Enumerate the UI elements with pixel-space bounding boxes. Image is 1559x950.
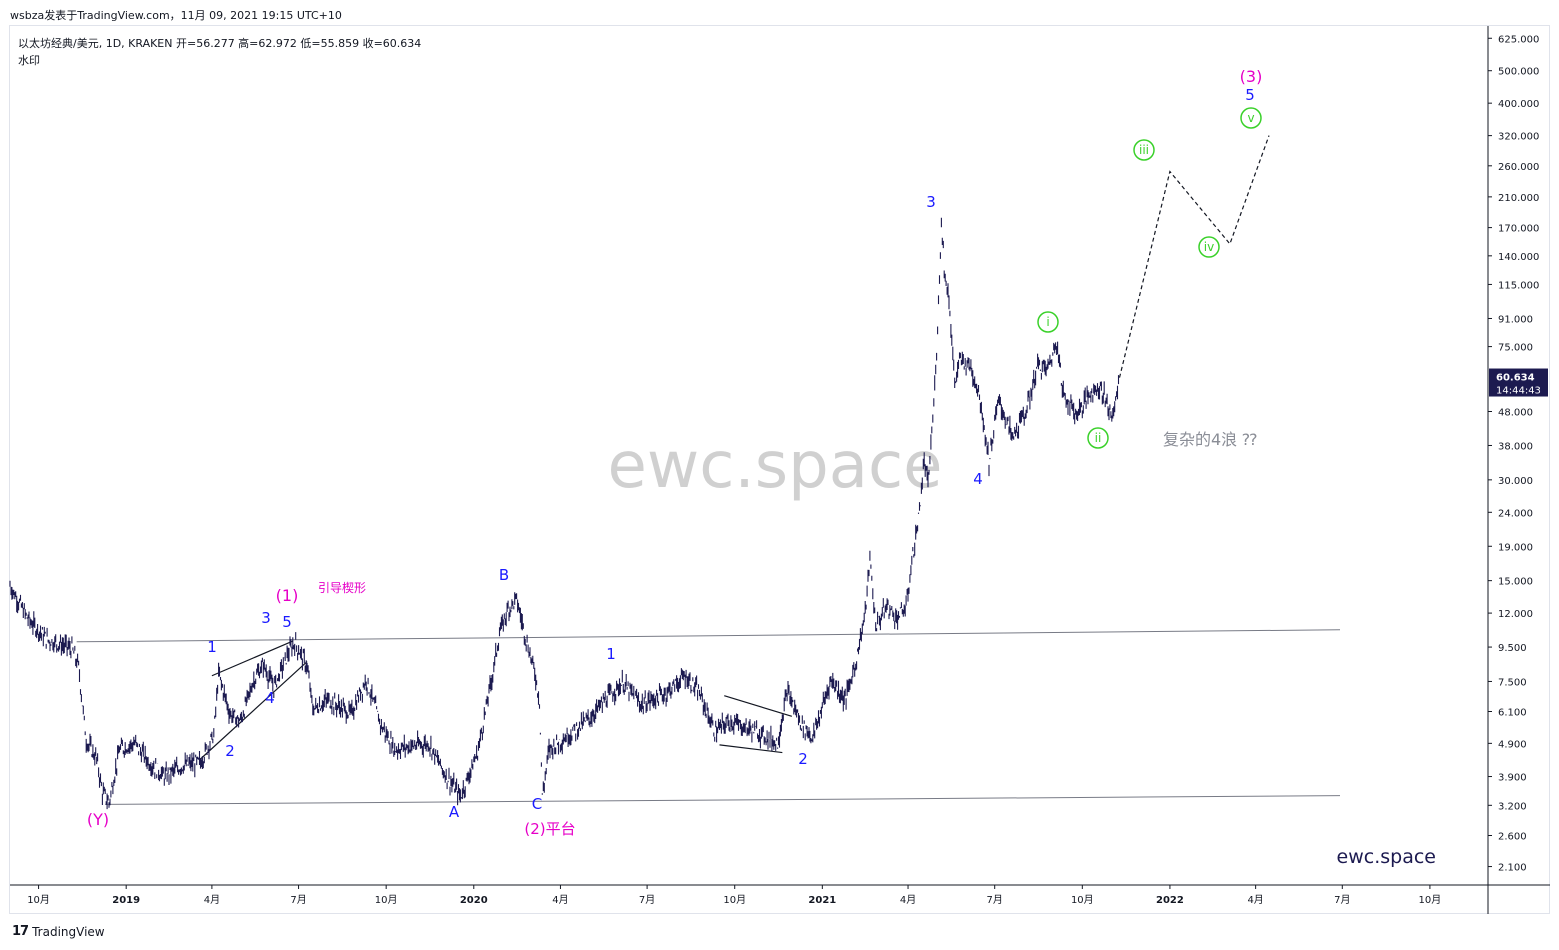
y-tick-label: 12.000	[1498, 609, 1533, 620]
tradingview-brand[interactable]: TradingView	[32, 924, 105, 939]
x-tick-label: 4月	[1247, 894, 1263, 906]
y-tick-label: 91.000	[1498, 314, 1533, 325]
x-tick-label: 2020	[460, 895, 488, 906]
publish-line: wsbza发表于TradingView.com，11月 09, 2021 19:…	[10, 9, 342, 22]
wedge-lower-line	[200, 661, 308, 760]
blue-wave-label: 1	[207, 638, 217, 656]
tradingview-logo-icon[interactable]: 17	[12, 924, 29, 939]
y-tick-label: 2.600	[1498, 832, 1527, 843]
x-tick-label: 7月	[1334, 894, 1350, 906]
watermark-indicator-label[interactable]: 水印	[18, 54, 40, 67]
magenta-wave-label: 引导楔形	[318, 581, 366, 595]
blue-wave-label: 5	[282, 613, 292, 631]
y-tick-label: 75.000	[1498, 343, 1533, 354]
magenta-wave-label: (3)	[1240, 67, 1263, 86]
lower-channel-line	[105, 795, 1341, 805]
green-wave-circle	[1198, 236, 1220, 258]
y-tick-label: 19.000	[1498, 542, 1533, 553]
y-tick-label: 320.000	[1498, 132, 1539, 143]
countdown-label: 14:44:43	[1496, 386, 1541, 397]
blue-wave-label: 2	[225, 742, 235, 760]
y-tick-label: 500.000	[1498, 67, 1539, 78]
blue-wave-label: 1	[606, 645, 616, 663]
y-tick-label: 170.000	[1498, 224, 1539, 235]
x-tick-label: 4月	[900, 894, 916, 906]
x-tick-label: 2019	[112, 895, 140, 906]
last-price-label: 60.634	[1496, 373, 1535, 384]
green-wave-circle	[1087, 427, 1109, 449]
y-tick-label: 210.000	[1498, 193, 1539, 204]
price-candles	[9, 217, 1120, 810]
y-tick-label: 38.000	[1498, 441, 1533, 452]
y-tick-label: 15.000	[1498, 577, 1533, 588]
chart-frame	[9, 25, 1550, 914]
blue-wave-label: 2	[798, 750, 808, 768]
x-tick-label: 10月	[1071, 894, 1094, 906]
watermark-text: ewc.space	[608, 429, 943, 503]
y-tick-label: 140.000	[1498, 252, 1539, 263]
green-wave-label: v	[1247, 111, 1254, 125]
blue-wave-label: 3	[261, 609, 271, 627]
x-tick-label: 7月	[987, 894, 1003, 906]
green-wave-label: iii	[1139, 143, 1149, 157]
axes: 625.000 500.000 400.000 320.000 260.000 210.0…	[10, 26, 1550, 914]
y-tick-label: 30.000	[1498, 476, 1533, 487]
y-tick-label: 4.900	[1498, 739, 1527, 750]
y-tick-label: 625.000	[1498, 34, 1539, 45]
brand-text: ewc.space	[1337, 846, 1436, 868]
x-tick-label: 7月	[639, 894, 655, 906]
y-tick-label: 24.000	[1498, 508, 1533, 519]
projection-dashed-line	[1118, 135, 1270, 378]
x-tick-label: 10月	[375, 894, 398, 906]
y-tick-label: 400.000	[1498, 99, 1539, 110]
x-tick-label: 10月	[723, 894, 746, 906]
y-tick-label: 6.100	[1498, 707, 1527, 718]
note-complex-wave4: 复杂的4浪 ⁇	[1163, 430, 1257, 449]
blue-wave-label: A	[449, 803, 460, 821]
magenta-wave-label: (Y)	[87, 810, 109, 829]
magenta-wave-label: (2)平台	[524, 820, 575, 838]
blue-wave-label: B	[499, 566, 509, 584]
green-wave-label: ii	[1095, 431, 1102, 445]
blue-wave-label: 5	[1245, 86, 1255, 104]
x-tick-label: 4月	[204, 894, 220, 906]
x-tick-label: 2021	[808, 895, 836, 906]
projection-path	[1118, 135, 1270, 378]
footer: 17 TradingView	[12, 924, 105, 939]
green-wave-label: i	[1046, 315, 1049, 329]
y-tick-label: 3.900	[1498, 773, 1527, 784]
green-wave-circle	[1037, 311, 1059, 333]
blue-wave-label: 3	[926, 193, 936, 211]
blue-wave-label: 4	[973, 470, 983, 488]
x-tick-label: 7月	[290, 894, 306, 906]
y-tick-label: 2.100	[1498, 863, 1527, 874]
triangle-lower-line	[719, 744, 783, 754]
y-tick-label: 9.500	[1498, 643, 1527, 654]
y-tick-label: 48.000	[1498, 408, 1533, 419]
blue-wave-label: 4	[265, 689, 275, 707]
watermark: ewc.space ewc.space	[608, 429, 1437, 868]
price-series	[9, 217, 1120, 810]
green-wave-circle	[1240, 107, 1262, 129]
green-wave-label: iv	[1204, 240, 1214, 254]
green-wave-circle	[1133, 139, 1155, 161]
x-tick-label: 4月	[552, 894, 568, 906]
magenta-wave-label: (1)	[276, 586, 299, 605]
y-tick-label: 7.500	[1498, 677, 1527, 688]
wedge-upper-line	[211, 640, 294, 677]
x-tick-label: 2022	[1156, 895, 1184, 906]
triangle-upper-line	[724, 695, 793, 717]
x-tick-label: 10月	[1419, 894, 1442, 906]
upper-channel-line	[76, 629, 1341, 643]
y-tick-label: 115.000	[1498, 280, 1539, 291]
x-tick-label: 10月	[27, 894, 50, 906]
symbol-ohlc-line: 以太坊经典/美元, 1D, KRAKEN 开=56.277 高=62.972 低…	[18, 37, 422, 50]
y-tick-label: 260.000	[1498, 162, 1539, 173]
channel-lines	[76, 629, 1341, 805]
last-price-tag	[1489, 368, 1548, 397]
blue-wave-label: C	[532, 795, 542, 813]
y-tick-label: 3.200	[1498, 801, 1527, 812]
